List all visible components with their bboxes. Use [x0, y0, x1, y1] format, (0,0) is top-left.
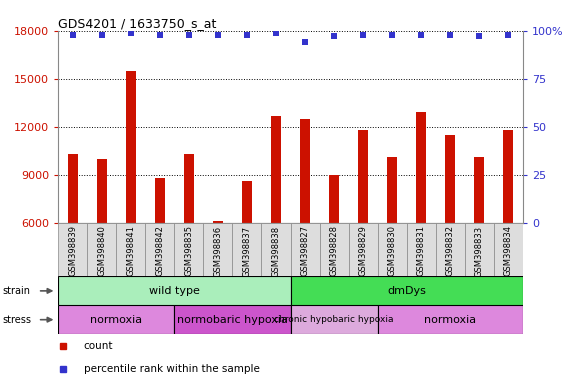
- Point: [504, 31, 513, 38]
- Bar: [96, 159, 107, 223]
- Point: [97, 31, 106, 38]
- Text: GSM398833: GSM398833: [475, 225, 484, 276]
- Text: GSM398837: GSM398837: [242, 225, 252, 276]
- Bar: [116, 223, 145, 276]
- Bar: [503, 130, 514, 223]
- Text: normoxia: normoxia: [424, 314, 476, 325]
- Text: GDS4201 / 1633750_s_at: GDS4201 / 1633750_s_at: [58, 17, 217, 30]
- Point: [271, 30, 281, 36]
- Bar: [242, 181, 252, 223]
- Point: [446, 31, 455, 38]
- Point: [155, 31, 164, 38]
- Bar: [290, 276, 523, 305]
- Bar: [184, 154, 194, 223]
- Text: GSM398827: GSM398827: [300, 225, 310, 276]
- Bar: [174, 223, 203, 276]
- Text: count: count: [84, 341, 113, 351]
- Bar: [349, 223, 378, 276]
- Text: stress: stress: [3, 314, 32, 325]
- Bar: [290, 305, 378, 334]
- Text: GSM398831: GSM398831: [417, 225, 426, 276]
- Text: wild type: wild type: [149, 286, 200, 296]
- Text: dmDys: dmDys: [388, 286, 426, 296]
- Point: [388, 31, 397, 38]
- Bar: [329, 175, 339, 223]
- Point: [242, 31, 252, 38]
- Text: GSM398830: GSM398830: [388, 225, 397, 276]
- Text: chronic hypobaric hypoxia: chronic hypobaric hypoxia: [274, 315, 394, 324]
- Text: normobaric hypoxia: normobaric hypoxia: [177, 314, 288, 325]
- Text: GSM398841: GSM398841: [126, 225, 135, 276]
- Text: percentile rank within the sample: percentile rank within the sample: [84, 364, 260, 374]
- Text: GSM398834: GSM398834: [504, 225, 513, 276]
- Bar: [261, 223, 290, 276]
- Bar: [358, 130, 368, 223]
- Bar: [465, 223, 494, 276]
- Bar: [300, 119, 310, 223]
- Point: [68, 31, 77, 38]
- Bar: [320, 223, 349, 276]
- Bar: [474, 157, 485, 223]
- Text: GSM398836: GSM398836: [213, 225, 223, 276]
- Bar: [232, 223, 261, 276]
- Text: GSM398828: GSM398828: [329, 225, 339, 276]
- Text: GSM398829: GSM398829: [358, 225, 368, 276]
- Bar: [58, 276, 290, 305]
- Point: [417, 31, 426, 38]
- Bar: [58, 223, 87, 276]
- Point: [358, 31, 368, 38]
- Bar: [378, 223, 407, 276]
- Bar: [494, 223, 523, 276]
- Bar: [87, 223, 116, 276]
- Point: [300, 39, 310, 45]
- Bar: [67, 154, 78, 223]
- Bar: [58, 305, 174, 334]
- Bar: [407, 223, 436, 276]
- Point: [126, 30, 135, 36]
- Text: GSM398835: GSM398835: [184, 225, 193, 276]
- Point: [184, 31, 193, 38]
- Text: normoxia: normoxia: [90, 314, 142, 325]
- Bar: [436, 223, 465, 276]
- Point: [329, 33, 339, 40]
- Bar: [387, 157, 397, 223]
- Bar: [378, 305, 523, 334]
- Text: GSM398842: GSM398842: [155, 225, 164, 276]
- Text: GSM398838: GSM398838: [271, 225, 281, 276]
- Text: strain: strain: [3, 286, 31, 296]
- Bar: [445, 135, 456, 223]
- Bar: [203, 223, 232, 276]
- Bar: [145, 223, 174, 276]
- Bar: [271, 116, 281, 223]
- Bar: [174, 305, 290, 334]
- Text: GSM398839: GSM398839: [68, 225, 77, 276]
- Bar: [125, 71, 136, 223]
- Bar: [213, 221, 223, 223]
- Bar: [416, 112, 426, 223]
- Bar: [290, 223, 320, 276]
- Point: [213, 31, 223, 38]
- Text: GSM398832: GSM398832: [446, 225, 455, 276]
- Text: GSM398840: GSM398840: [97, 225, 106, 276]
- Point: [475, 33, 484, 40]
- Bar: [155, 178, 165, 223]
